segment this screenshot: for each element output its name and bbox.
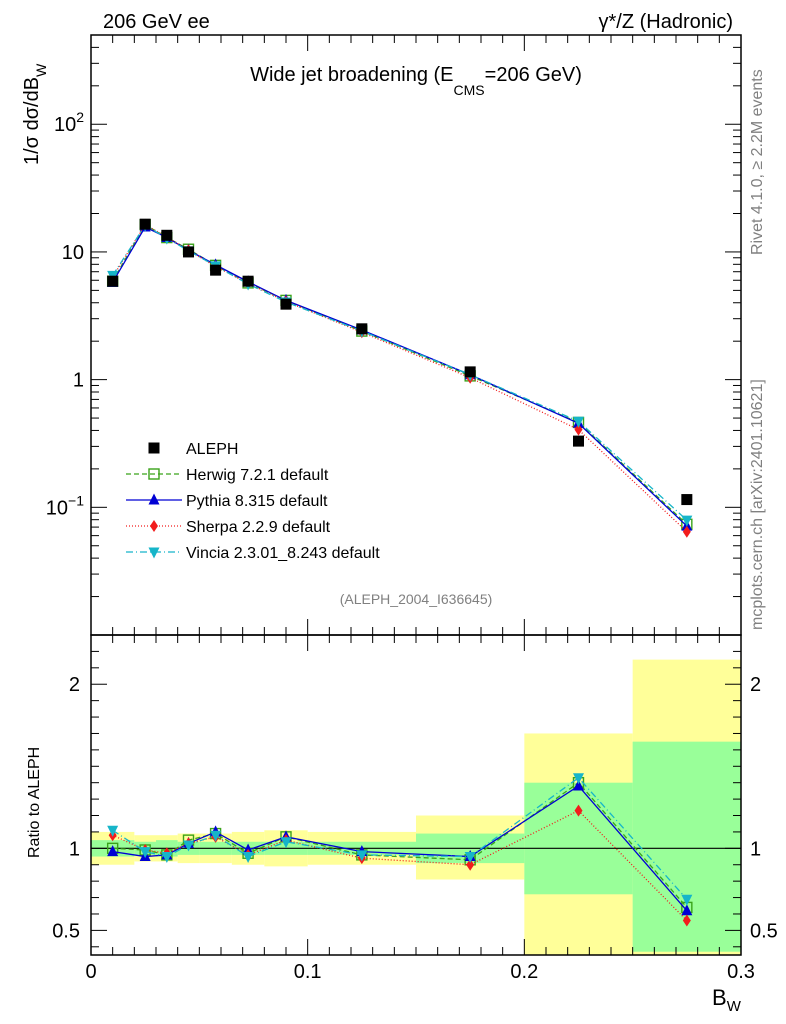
vincia-ratio-marker (464, 852, 476, 864)
ratio-y-axis-label: Ratio to ALEPH (26, 747, 43, 858)
pythia-ratio-marker (573, 779, 584, 791)
stat-uncertainty-band (524, 782, 633, 895)
sherpa-ratio-marker (466, 858, 475, 871)
vincia-ratio-marker (107, 825, 119, 837)
vincia-ratio-line (112, 776, 688, 900)
ratio-y-tick-label-left: 0.5 (52, 920, 80, 942)
legend-marker-vincia (148, 547, 160, 559)
vincia-ratio-marker (210, 830, 222, 842)
sherpa-ratio-marker (682, 914, 691, 927)
aleph-data-point (573, 435, 584, 447)
vincia-ratio-marker (681, 894, 693, 906)
x-tick-label: 0.3 (727, 961, 755, 983)
vincia-ratio-marker (280, 837, 292, 849)
ratio-y-tick-label-right: 2 (750, 674, 761, 696)
aleph-data-point (242, 275, 254, 287)
legend: ALEPH Herwig 7.2.1 default Pythia 8.315 de… (126, 441, 380, 562)
y-axis-label: 1/σ dσ/dBW (21, 63, 49, 165)
pythia-ratio-marker (107, 845, 119, 857)
ratio-frame (90, 634, 742, 956)
x-tick-label: 0.2 (510, 961, 538, 983)
sherpa-ratio-marker (574, 804, 583, 817)
y-tick-label: 1 (73, 370, 84, 392)
vincia-main-marker (573, 416, 584, 428)
y-tick-label: 10 (62, 242, 84, 264)
sherpa-ratio-line (112, 809, 688, 921)
mcplots-credit-label: mcplots.cern.ch [arXiv:2401.10621] (749, 379, 766, 630)
vincia-ratio-marker (139, 847, 151, 859)
main-data-points (107, 218, 693, 506)
ratio-y-tick-label-right: 1 (750, 838, 761, 860)
aleph-data-point (464, 366, 476, 378)
legend-marker-aleph (148, 442, 160, 454)
y-tick-label: 102 (54, 109, 84, 136)
vincia-ratio-marker (356, 850, 368, 862)
legend-label-pythia: Pythia 8.315 default (186, 493, 328, 510)
aleph-data-point (356, 323, 368, 335)
rivet-version-label: Rivet 4.1.0, ≥ 2.2M events (749, 69, 766, 255)
ratio-y-tick-label-right: 0.5 (750, 920, 778, 942)
ratio-uncertainty-bands (91, 659, 741, 955)
aleph-data-point (210, 264, 222, 276)
legend-label-vincia: Vincia 2.3.01_8.243 default (186, 545, 380, 562)
legend-label-sherpa: Sherpa 2.2.9 default (186, 519, 331, 536)
legend-marker-pythia (148, 493, 160, 505)
vincia-ratio-marker (161, 852, 173, 864)
pythia-ratio-marker (681, 904, 693, 916)
legend-marker-herwig (148, 468, 160, 480)
main-axes: 10−1 1 10 102 (46, 34, 742, 636)
sherpa-main-marker (682, 525, 691, 538)
analysis-id-label: (ALEPH_2004_I636645) (340, 591, 493, 607)
vincia-ratio-marker (183, 840, 194, 852)
aleph-data-point (280, 298, 292, 310)
aleph-data-point (681, 494, 693, 506)
header-left: 206 GeV ee (103, 11, 210, 33)
vincia-main-marker (681, 515, 693, 527)
x-tick-label: 0.1 (294, 961, 322, 983)
sherpa-main-marker (574, 423, 583, 436)
chart-title: Wide jet broadening (ECMS=206 GeV) (250, 64, 582, 98)
y-tick-label: 10−1 (46, 492, 84, 519)
x-tick-label: 0 (85, 961, 96, 983)
ratio-y-tick-label-left: 2 (69, 674, 80, 696)
vincia-ratio-marker (573, 773, 584, 785)
legend-label-aleph: ALEPH (186, 441, 238, 458)
ratio-y-tick-label-left: 1 (69, 838, 80, 860)
aleph-data-point (161, 229, 173, 241)
legend-marker-sherpa (150, 520, 158, 532)
main-panel: 10−1 1 10 102 Wide jet broadening (ECMS=206… (21, 34, 742, 636)
ratio-curves (106, 773, 693, 927)
header-right: γ*/Z (Hadronic) (599, 11, 733, 33)
ratio-panel: 0 0.1 0.2 0.3 0.5 0.5 1 1 2 2 Ratio to ALEPH BW (26, 634, 778, 1015)
aleph-data-point (107, 275, 119, 287)
legend-label-herwig: Herwig 7.2.1 default (186, 467, 329, 484)
aleph-data-point (139, 218, 151, 230)
aleph-data-point (183, 246, 194, 258)
x-axis-label: BW (712, 985, 742, 1015)
ratio-axes: 0 0.1 0.2 0.3 0.5 0.5 1 1 2 2 (52, 635, 778, 983)
vincia-ratio-marker (242, 852, 254, 864)
